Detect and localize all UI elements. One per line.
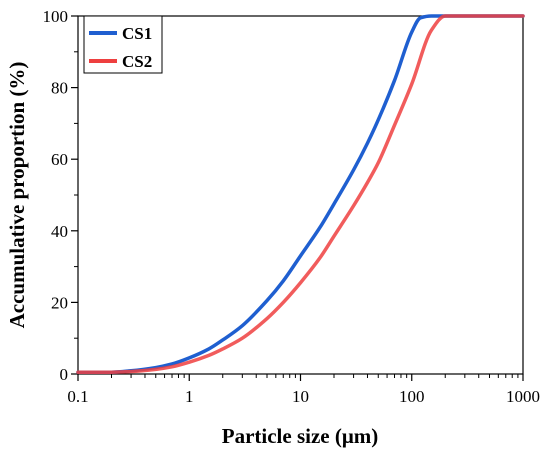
y-tick-label: 80 (51, 79, 68, 98)
y-tick-label: 0 (60, 365, 69, 384)
x-tick-label: 1 (185, 387, 194, 406)
series-line-cs1 (76, 14, 525, 374)
legend-label-cs2: CS2 (122, 52, 152, 71)
x-tick-label: 10 (292, 387, 309, 406)
x-axis-title: Particle size (μm) (222, 424, 379, 448)
y-axis-title: Accumulative proportion (%) (5, 62, 29, 329)
axis-ticks: 0.1 1 10 100 1000 0 20 40 60 80 100 (43, 7, 541, 406)
x-tick-label: 1000 (506, 387, 540, 406)
y-tick-label: 20 (51, 293, 68, 312)
y-tick-label: 60 (51, 150, 68, 169)
y-tick-label: 40 (51, 222, 68, 241)
legend-box (83, 15, 163, 74)
x-tick-label: 100 (399, 387, 425, 406)
series-lines (76, 14, 525, 374)
x-tick-label: 0.1 (67, 387, 88, 406)
legend: CS1 CS2 (83, 15, 163, 74)
y-tick-label: 100 (43, 7, 69, 26)
legend-label-cs1: CS1 (122, 24, 152, 43)
series-line-cs2 (76, 14, 525, 374)
